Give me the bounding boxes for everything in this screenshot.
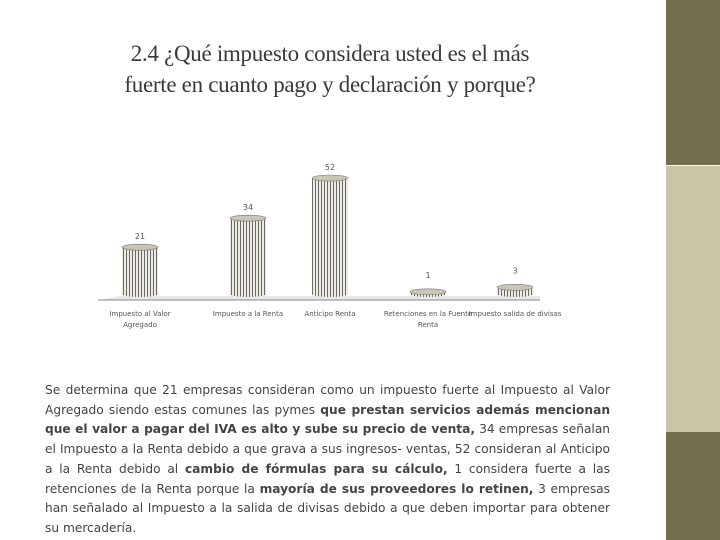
paragraph-run: que prestan servicios además mencionan q… (45, 402, 611, 437)
data-label: 1 (425, 271, 430, 280)
x-tick-label: Impuesto a la Renta (212, 310, 284, 318)
sidebar-decoration (666, 0, 720, 540)
bar-body (122, 247, 158, 294)
bar-base (312, 291, 348, 297)
bar-body (230, 218, 266, 294)
paragraph-run: mayoría de sus proveedores lo retinen, (259, 481, 534, 496)
slide-title-line-1: 2.4 ¿Qué impuesto considera usted es el … (130, 41, 530, 66)
sidebar-band-top (666, 0, 720, 165)
bar (121, 243, 159, 297)
x-tick-label: Impuesto salida de divisas (468, 310, 562, 318)
chart-floor (98, 296, 540, 300)
bar-base (230, 291, 266, 297)
bar-cap (121, 243, 159, 251)
bar-cap (311, 174, 349, 182)
data-label: 21 (135, 232, 145, 241)
paragraph-run: 1 considera fuerte a las retenciones de … (45, 461, 610, 496)
data-label: 52 (325, 163, 335, 172)
sidebar-divider (666, 165, 720, 166)
paragraph-run: 3 empresas han señalado al Impuesto a la… (45, 481, 610, 535)
slide-title: 2.4 ¿Qué impuesto considera usted es el … (30, 38, 630, 100)
bar (229, 214, 267, 297)
slide-paragraph: Se determina que 21 empresas consideran … (45, 381, 610, 539)
paragraph-run: 34 empresas señalan el Impuesto a la Ren… (45, 422, 611, 476)
bar (496, 284, 534, 297)
bar-base (122, 291, 158, 297)
bar (409, 288, 447, 297)
bar-base (497, 291, 533, 297)
bar-cap (409, 288, 447, 296)
data-label: 3 (512, 266, 517, 275)
x-tick-label: Impuesto al Valor Agregado (109, 310, 171, 329)
data-label: 34 (243, 203, 253, 212)
bar-cap (496, 284, 534, 291)
paragraph-run: cambio de fórmulas para su cálculo, (184, 461, 448, 476)
sidebar-band-bottom (666, 432, 720, 540)
paragraph-run: Se determina que 21 empresas consideran … (45, 383, 610, 417)
bar-cap (229, 214, 267, 222)
bar-body (497, 287, 533, 294)
slide-title-line-2: fuerte en cuanto pago y declaración y po… (124, 72, 536, 97)
bar (311, 174, 349, 297)
x-tick-label: Anticipo Renta (304, 310, 356, 318)
bar-body (312, 178, 348, 294)
x-tick-label: Retenciones en la Fuente Renta (383, 310, 473, 329)
